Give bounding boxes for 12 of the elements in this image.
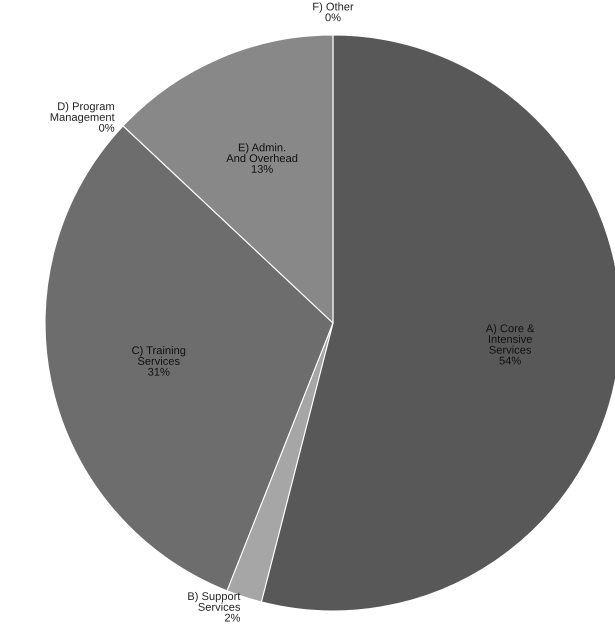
slice-label: E) Admin. And Overhead xyxy=(226,143,298,162)
data-label: 31% xyxy=(148,368,170,376)
category-label: D) Program Management xyxy=(50,102,115,124)
slice-label: A) Core & Intensive Services xyxy=(486,324,534,354)
data-label: 13% xyxy=(252,165,273,173)
data-label: 54% xyxy=(499,356,521,365)
slice-label: C) Training Services xyxy=(132,346,186,365)
category-label: F) Other xyxy=(313,2,354,13)
slice-label: B) Support Services xyxy=(188,592,240,611)
text: 0% xyxy=(99,124,114,132)
data-label: 2% xyxy=(224,614,240,622)
text: 0% xyxy=(325,13,341,22)
